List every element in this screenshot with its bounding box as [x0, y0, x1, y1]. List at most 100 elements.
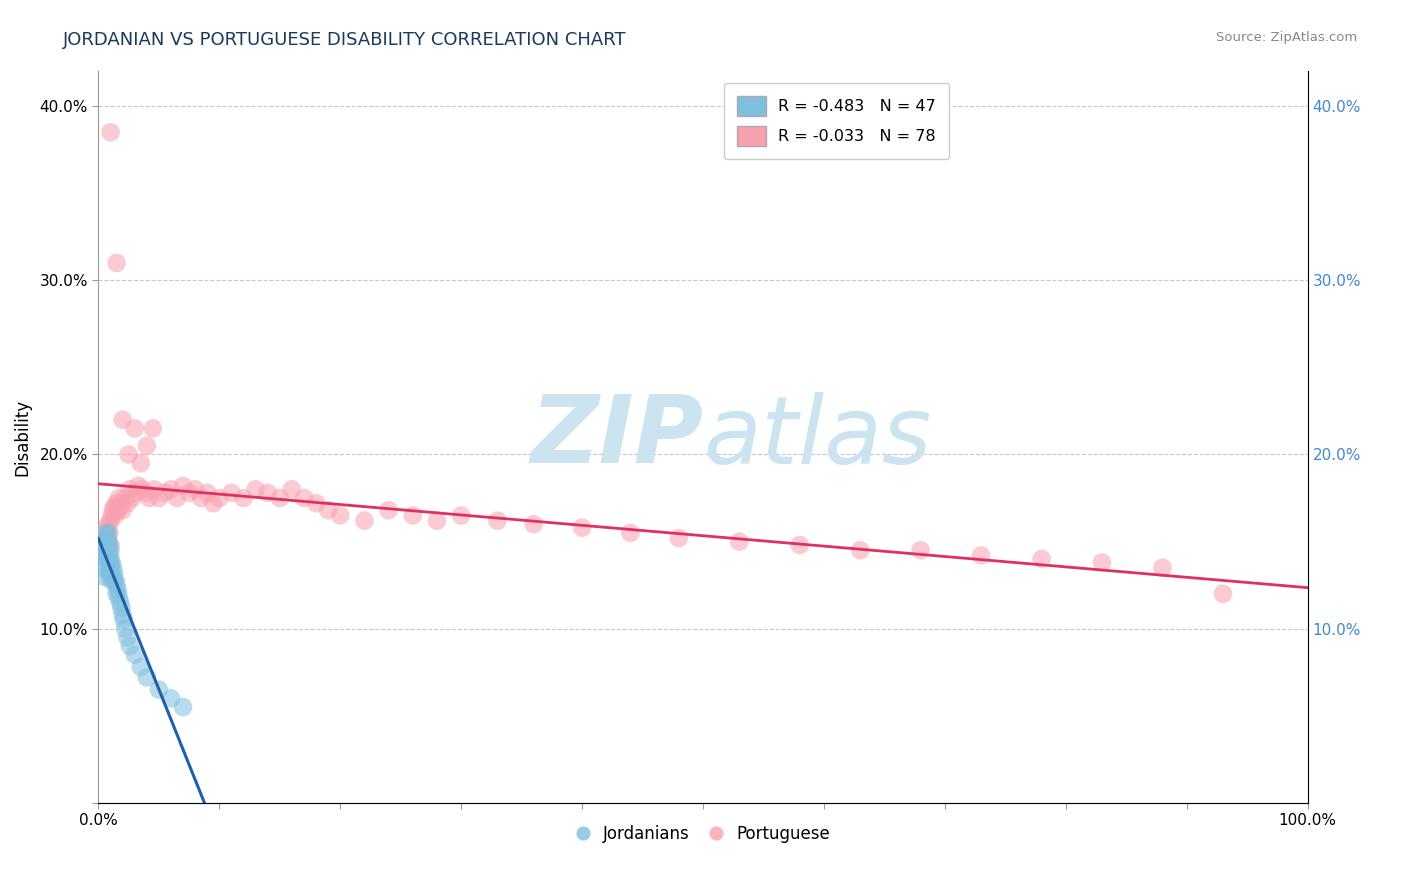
Point [94, 525, 117, 540]
Point [127, 479, 149, 493]
Point [111, 607, 134, 622]
Text: JORDANIAN VS PORTUGUESE DISABILITY CORRELATION CHART: JORDANIAN VS PORTUGUESE DISABILITY CORRE… [63, 31, 627, 49]
Point [105, 578, 128, 592]
Point [111, 503, 134, 517]
Point [100, 566, 122, 580]
Point [131, 483, 153, 497]
Point [98, 566, 121, 580]
Point [789, 538, 811, 552]
Point [97, 517, 120, 532]
Point [728, 534, 751, 549]
Point [100, 567, 122, 582]
Point [91, 534, 114, 549]
Point [426, 514, 449, 528]
Point [96, 531, 118, 545]
Point [910, 543, 932, 558]
Point [124, 648, 146, 662]
Point [129, 660, 152, 674]
Point [450, 508, 472, 523]
Point [118, 639, 141, 653]
Point [107, 503, 129, 517]
Point [160, 483, 183, 497]
Point [98, 547, 121, 561]
Point [190, 491, 212, 505]
Point [970, 549, 993, 563]
Point [91, 569, 114, 583]
Point [153, 485, 176, 500]
Point [94, 538, 117, 552]
Point [142, 421, 165, 435]
Point [96, 521, 118, 535]
Point [97, 556, 120, 570]
Point [172, 700, 194, 714]
Point [148, 682, 170, 697]
Point [93, 543, 115, 558]
Point [96, 552, 118, 566]
Point [1091, 556, 1114, 570]
Point [121, 491, 143, 505]
Point [305, 496, 328, 510]
Point [101, 571, 124, 585]
Point [377, 503, 399, 517]
Point [486, 514, 509, 528]
Point [98, 556, 121, 570]
Point [668, 531, 690, 545]
Point [97, 534, 120, 549]
Point [245, 483, 267, 497]
Point [94, 525, 117, 540]
Point [93, 543, 115, 558]
Point [97, 531, 120, 545]
Point [179, 485, 201, 500]
Point [110, 496, 132, 510]
Point [104, 508, 127, 523]
Point [98, 525, 121, 540]
Point [108, 591, 131, 605]
Point [184, 483, 207, 497]
Point [112, 613, 135, 627]
Point [124, 485, 146, 500]
Point [232, 491, 254, 505]
Point [108, 500, 131, 514]
Point [110, 600, 132, 615]
Point [98, 538, 121, 552]
Point [160, 691, 183, 706]
Point [138, 491, 160, 505]
Text: ZIP: ZIP [530, 391, 703, 483]
Point [100, 125, 122, 139]
Point [100, 508, 122, 523]
Point [100, 514, 122, 528]
Point [118, 448, 141, 462]
Point [172, 479, 194, 493]
Point [402, 508, 425, 523]
Point [91, 560, 114, 574]
Point [281, 483, 304, 497]
Point [523, 517, 546, 532]
Point [104, 573, 127, 587]
Point [100, 556, 122, 570]
Legend: Jordanians, Portuguese: Jordanians, Portuguese [569, 818, 837, 849]
Point [124, 421, 146, 435]
Point [97, 525, 120, 540]
Point [94, 538, 117, 552]
Point [269, 491, 291, 505]
Point [256, 485, 278, 500]
Point [129, 456, 152, 470]
Point [105, 587, 128, 601]
Point [111, 412, 134, 426]
Point [135, 485, 157, 500]
Point [117, 631, 139, 645]
Point [105, 496, 128, 510]
Point [202, 496, 225, 510]
Point [108, 491, 131, 505]
Point [100, 538, 122, 552]
Point [619, 525, 641, 540]
Y-axis label: Disability: Disability [13, 399, 31, 475]
Point [221, 485, 243, 500]
Point [208, 491, 231, 505]
Point [114, 622, 136, 636]
Point [1031, 552, 1053, 566]
Text: atlas: atlas [703, 392, 931, 483]
Point [105, 256, 128, 270]
Point [135, 670, 157, 684]
Point [103, 500, 125, 514]
